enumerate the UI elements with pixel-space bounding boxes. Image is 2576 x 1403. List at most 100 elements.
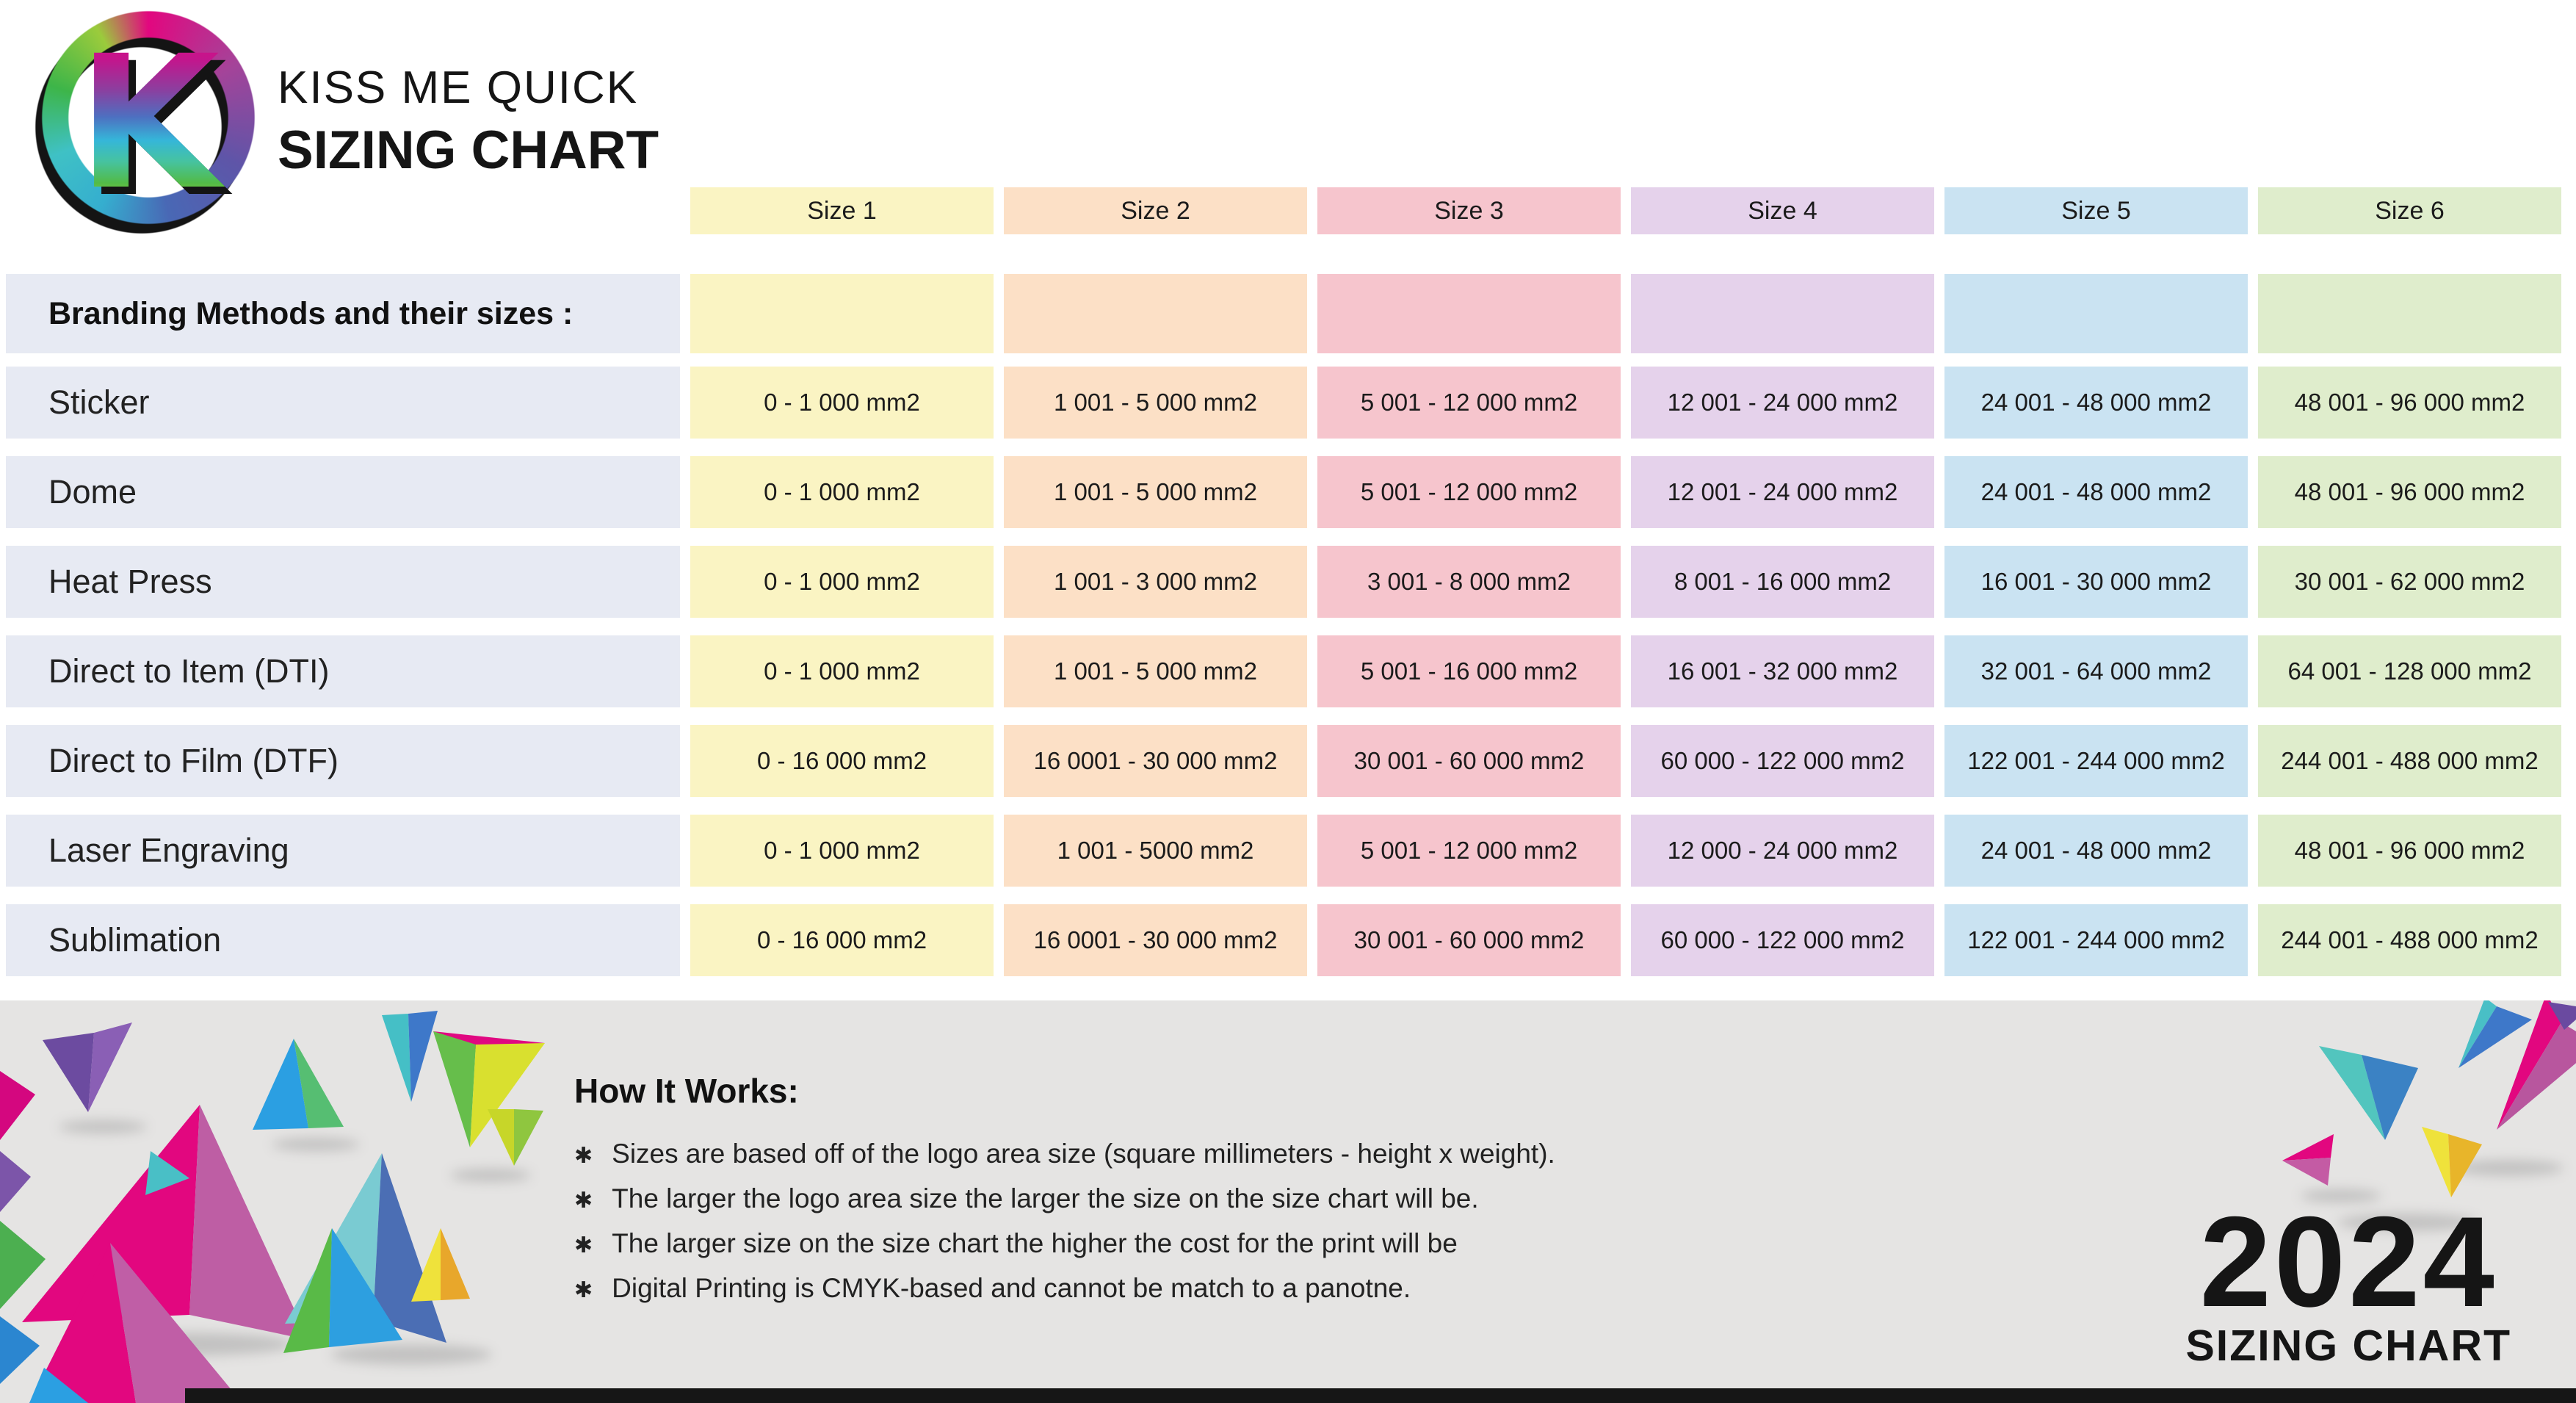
size-value-cell: 64 001 - 128 000 mm2 [2258, 635, 2561, 707]
size-value-cell: 122 001 - 244 000 mm2 [1944, 904, 2248, 976]
size-value-cell: 0 - 1 000 mm2 [690, 367, 994, 439]
intro-cell [1631, 274, 1934, 353]
size-value-cell: 1 001 - 5000 mm2 [1004, 815, 1307, 887]
year-value: 2024 [2199, 1191, 2497, 1334]
size-value-cell: 0 - 1 000 mm2 [690, 815, 994, 887]
how-it-works-title: How It Works: [574, 1072, 799, 1110]
size-value-cell: 60 000 - 122 000 mm2 [1631, 904, 1934, 976]
size-value-cell: 12 001 - 24 000 mm2 [1631, 367, 1934, 439]
method-label: Dome [6, 456, 680, 528]
intro-cell [2258, 274, 2561, 353]
asterisk-bullet-icon: ✱ [574, 1278, 593, 1302]
table-row-laser-engraving: Laser Engraving 0 - 1 000 mm2 1 001 - 50… [6, 815, 2561, 887]
size-value-cell: 5 001 - 12 000 mm2 [1317, 367, 1621, 439]
asterisk-bullet-icon: ✱ [574, 1233, 593, 1258]
size-value-cell: 0 - 1 000 mm2 [690, 546, 994, 618]
year-mark: 2024 SIZING CHART [2185, 1198, 2511, 1371]
size-value-cell: 16 001 - 32 000 mm2 [1631, 635, 1934, 707]
brand-name: KISS ME QUICK [278, 62, 639, 113]
size-value-cell: 0 - 16 000 mm2 [690, 904, 994, 976]
size-value-cell: 12 001 - 24 000 mm2 [1631, 456, 1934, 528]
table-row-sticker: Sticker 0 - 1 000 mm2 1 001 - 5 000 mm2 … [6, 367, 2561, 439]
size-value-cell: 244 001 - 488 000 mm2 [2258, 904, 2561, 976]
table-row-direct-to-item: Direct to Item (DTI) 0 - 1 000 mm2 1 001… [6, 635, 2561, 707]
column-header-size-6: Size 6 [2258, 187, 2561, 234]
size-value-cell: 5 001 - 12 000 mm2 [1317, 815, 1621, 887]
logo-k-icon: K K [77, 16, 233, 228]
size-value-cell: 30 001 - 62 000 mm2 [2258, 546, 2561, 618]
size-value-cell: 16 0001 - 30 000 mm2 [1004, 904, 1307, 976]
size-value-cell: 12 000 - 24 000 mm2 [1631, 815, 1934, 887]
size-value-cell: 30 001 - 60 000 mm2 [1317, 904, 1621, 976]
size-value-cell: 1 001 - 5 000 mm2 [1004, 456, 1307, 528]
how-it-works-section: How It Works: ✱ Sizes are based off of t… [574, 1071, 1555, 1318]
table-row-heat-press: Heat Press 0 - 1 000 mm2 1 001 - 3 000 m… [6, 546, 2561, 618]
intro-cell [1004, 274, 1307, 353]
intro-cell [1944, 274, 2248, 353]
intro-cell [1317, 274, 1621, 353]
size-value-cell: 122 001 - 244 000 mm2 [1944, 725, 2248, 797]
column-header-size-3: Size 3 [1317, 187, 1621, 234]
size-value-cell: 244 001 - 488 000 mm2 [2258, 725, 2561, 797]
bullet-text: Digital Printing is CMYK-based and canno… [612, 1273, 1411, 1303]
bullet-text: Sizes are based off of the logo area siz… [612, 1139, 1555, 1169]
header-spacer [6, 187, 680, 234]
footer-band: How It Works: ✱ Sizes are based off of t… [0, 1000, 2576, 1403]
bottom-bar [185, 1388, 2576, 1403]
size-value-cell: 8 001 - 16 000 mm2 [1631, 546, 1934, 618]
table-row-sublimation: Sublimation 0 - 16 000 mm2 16 0001 - 30 … [6, 904, 2561, 976]
page-title-text: SIZING CHART [278, 120, 659, 180]
logo-k: K [77, 16, 225, 228]
method-label: Direct to Film (DTF) [6, 725, 680, 797]
size-value-cell: 3 001 - 8 000 mm2 [1317, 546, 1621, 618]
intro-cell [690, 274, 994, 353]
table-row-direct-to-film: Direct to Film (DTF) 0 - 16 000 mm2 16 0… [6, 725, 2561, 797]
column-header-size-4: Size 4 [1631, 187, 1934, 234]
triangle-decoration-right [2282, 1000, 2576, 1231]
method-label: Sticker [6, 367, 680, 439]
size-value-cell: 1 001 - 5 000 mm2 [1004, 635, 1307, 707]
size-value-cell: 48 001 - 96 000 mm2 [2258, 367, 2561, 439]
asterisk-bullet-icon: ✱ [574, 1189, 593, 1213]
size-value-cell: 16 001 - 30 000 mm2 [1944, 546, 2248, 618]
method-label: Laser Engraving [6, 815, 680, 887]
logo-k-shadow: K [84, 24, 233, 228]
size-value-cell: 1 001 - 5 000 mm2 [1004, 367, 1307, 439]
list-item: ✱ The larger size on the size chart the … [574, 1228, 1555, 1259]
size-value-cell: 32 001 - 64 000 mm2 [1944, 635, 2248, 707]
method-label: Sublimation [6, 904, 680, 976]
method-label: Heat Press [6, 546, 680, 618]
method-label: Direct to Item (DTI) [6, 635, 680, 707]
year-subtitle: SIZING CHART [2185, 1321, 2511, 1370]
brand-logo: K K [32, 7, 258, 237]
triangle-decoration-left [0, 1011, 545, 1403]
table-header-row: Size 1 Size 2 Size 3 Size 4 Size 5 Size … [6, 187, 2561, 234]
size-value-cell: 0 - 1 000 mm2 [690, 456, 994, 528]
list-item: ✱ Digital Printing is CMYK-based and can… [574, 1273, 1555, 1304]
column-header-size-5: Size 5 [1944, 187, 2248, 234]
size-value-cell: 0 - 16 000 mm2 [690, 725, 994, 797]
column-header-size-2: Size 2 [1004, 187, 1307, 234]
size-value-cell: 0 - 1 000 mm2 [690, 635, 994, 707]
sizing-table: Size 1 Size 2 Size 3 Size 4 Size 5 Size … [6, 187, 2561, 994]
table-intro-row: Branding Methods and their sizes : [6, 274, 2561, 353]
intro-row-label: Branding Methods and their sizes : [6, 274, 680, 353]
column-header-size-1: Size 1 [690, 187, 994, 234]
size-value-cell: 24 001 - 48 000 mm2 [1944, 367, 2248, 439]
logo-ring [38, 7, 258, 228]
size-value-cell: 16 0001 - 30 000 mm2 [1004, 725, 1307, 797]
size-value-cell: 60 000 - 122 000 mm2 [1631, 725, 1934, 797]
list-item: ✱ The larger the logo area size the larg… [574, 1183, 1555, 1214]
size-value-cell: 5 001 - 12 000 mm2 [1317, 456, 1621, 528]
size-value-cell: 5 001 - 16 000 mm2 [1317, 635, 1621, 707]
size-value-cell: 48 001 - 96 000 mm2 [2258, 456, 2561, 528]
how-it-works-list: ✱ Sizes are based off of the logo area s… [574, 1139, 1555, 1304]
size-value-cell: 24 001 - 48 000 mm2 [1944, 815, 2248, 887]
asterisk-bullet-icon: ✱ [574, 1144, 593, 1168]
list-item: ✱ Sizes are based off of the logo area s… [574, 1139, 1555, 1169]
size-value-cell: 30 001 - 60 000 mm2 [1317, 725, 1621, 797]
bullet-text: The larger size on the size chart the hi… [612, 1228, 1458, 1258]
size-value-cell: 24 001 - 48 000 mm2 [1944, 456, 2248, 528]
page-title: KISS ME QUICK SIZING CHART [278, 62, 659, 181]
